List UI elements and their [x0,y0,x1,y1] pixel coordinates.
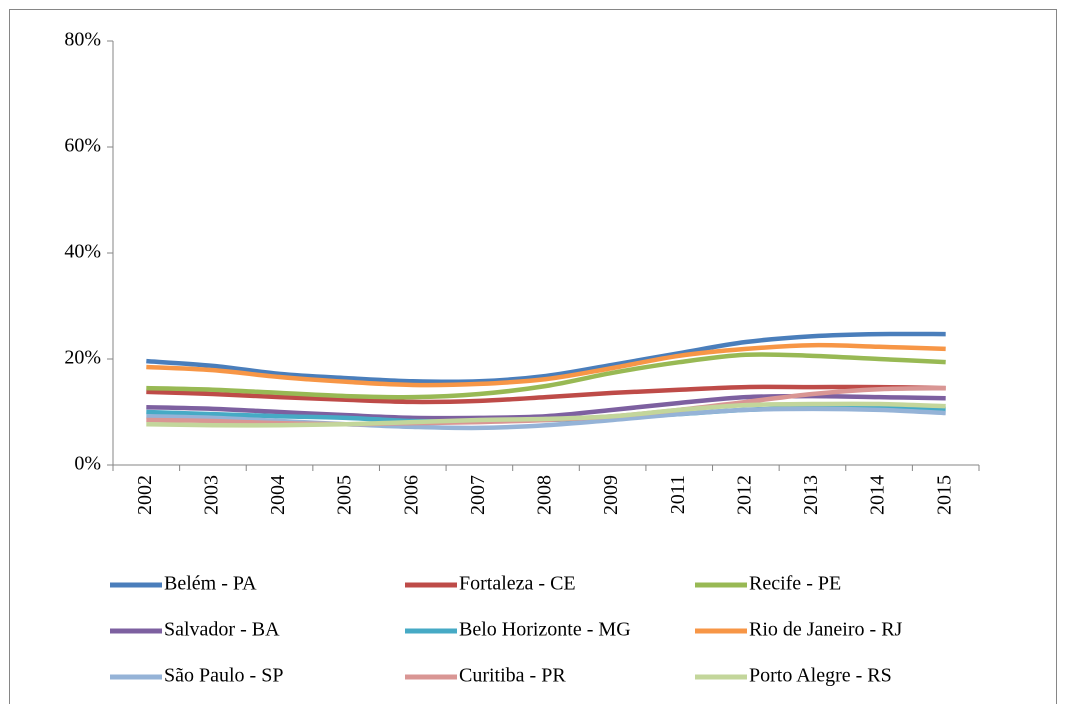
x-tick-label: 2003 [201,475,223,515]
x-tick-label: 2011 [667,475,689,514]
x-tick-label: 2014 [867,475,889,515]
y-tick-label: 60% [64,135,101,157]
legend-label: Salvador - BA [164,619,280,641]
x-tick-label: 2013 [800,475,822,515]
y-tick-label: 40% [64,241,101,263]
x-tick-label: 2002 [134,475,156,515]
legend-label: Curitiba - PR [459,665,566,687]
chart-border [9,9,1057,704]
y-tick-label: 0% [74,453,101,475]
x-tick-label: 2009 [600,475,622,515]
series-line [146,384,946,405]
x-tick-label: 2004 [267,475,289,515]
legend-label: Fortaleza - CE [459,573,576,595]
y-tick-label: 20% [64,347,101,369]
legend-label: Rio de Janeiro - RJ [749,619,903,641]
series-line [146,331,946,385]
legend-label: Belém - PA [164,573,257,595]
x-tick-label: 2015 [933,475,955,515]
series-line [146,401,946,428]
series-line [146,342,946,388]
legend-label: Porto Alegre - RS [749,665,892,687]
legend-label: São Paulo - SP [164,665,283,687]
legend-label: Belo Horizonte - MG [459,619,631,641]
legend-label: Recife - PE [749,573,841,595]
series-line [146,352,946,400]
x-tick-label: 2008 [534,475,556,515]
y-tick-label: 80% [64,29,101,51]
x-tick-label: 2007 [467,475,489,515]
x-tick-label: 2005 [334,475,356,515]
x-tick-label: 2006 [400,475,422,515]
x-tick-label: 2012 [733,475,755,515]
